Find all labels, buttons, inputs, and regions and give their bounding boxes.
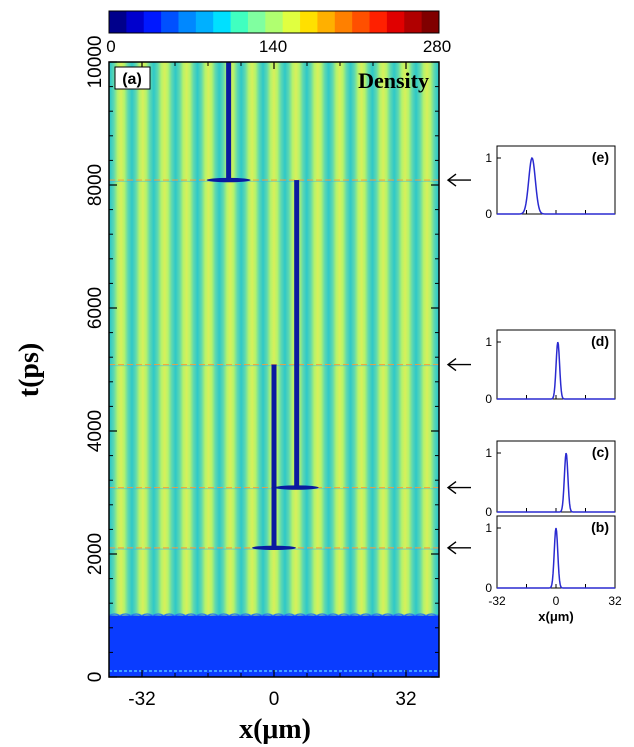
colorbar-swatch [352, 11, 371, 33]
colorbar-swatch [213, 11, 232, 33]
colorbar-max-label: 280 [423, 37, 451, 56]
colorbar-swatch [282, 11, 301, 33]
profile-panel-c: 0 1 (c) [485, 440, 616, 519]
profile-y-tick-label: 1 [485, 335, 492, 349]
colorbar-swatch [300, 11, 318, 33]
y-axis-label: t(ps) [14, 343, 45, 397]
profile-panel-b: 01 (b)-32 0 32x(μm) [485, 515, 622, 624]
initial-band [109, 615, 439, 677]
colorbar-swatch [178, 11, 197, 33]
soliton-track [294, 180, 300, 488]
x-tick-label: 32 [395, 689, 416, 710]
colorbar-frame [108, 10, 440, 34]
event-arrow-head [446, 481, 457, 495]
main-axis-ticks: -32 0 32 0 2000 4000 6000 8000 10000 [85, 36, 440, 710]
soliton-launch-mark [206, 177, 251, 183]
profile-panel-label: (b) [591, 519, 609, 535]
heatmap-title: Density [358, 68, 429, 93]
profile-y-tick-label: 1 [485, 521, 492, 535]
profile-y-tick-label: 0 [485, 392, 492, 406]
profile-x-tick-label: 0 [553, 594, 560, 608]
panel-a-box [114, 66, 151, 90]
band-edge [109, 613, 439, 617]
profile-x-tick-label: 32 [608, 594, 622, 608]
profile-panel-d: 0 1 (d) [485, 329, 616, 406]
profile-x-axis-label: x(μm) [538, 609, 573, 624]
colorbar-swatch [109, 11, 127, 33]
y-tick-label: 4000 [85, 410, 106, 452]
profile-panel-label: (e) [592, 149, 609, 165]
soliton-track [226, 62, 232, 181]
colorbar-swatch [195, 11, 214, 33]
colorbar-swatch [247, 11, 266, 33]
event-arrows [446, 173, 471, 555]
colorbar [108, 10, 440, 34]
colorbar-swatch [143, 11, 162, 33]
profile-panel-e: 0 1 (e) [485, 145, 616, 221]
profile-panel-label: (d) [591, 333, 609, 349]
colorbar-swatch [230, 11, 249, 33]
colorbar-min-label: 0 [106, 37, 115, 56]
profile-curve [497, 341, 615, 400]
profile-y-tick-label: 0 [485, 581, 492, 595]
soliton-launch-mark [252, 545, 296, 551]
y-tick-label: 0 [85, 672, 106, 683]
x-tick-label: 0 [269, 689, 280, 710]
x-axis-label: x(μm) [239, 714, 311, 745]
event-arrow-head [446, 173, 457, 187]
profile-y-tick-label: 0 [485, 207, 492, 221]
colorbar-swatch [317, 11, 336, 33]
panel-a-label: (a) [122, 71, 142, 88]
x-tick-label: -32 [128, 689, 155, 710]
y-tick-label: 10000 [85, 36, 106, 89]
profile-y-tick-label: 0 [485, 505, 492, 519]
profile-curve [497, 452, 615, 513]
profile-panel-frame [496, 440, 616, 513]
density-heatmap [109, 62, 439, 677]
profile-curve [497, 157, 615, 215]
profile-y-tick-label: 1 [485, 446, 492, 460]
colorbar-swatch [126, 11, 145, 33]
y-tick-label: 6000 [85, 287, 106, 329]
colorbar-mid-label: 140 [259, 37, 287, 56]
soliton-track [271, 364, 277, 548]
event-arrow-head [446, 541, 457, 555]
colorbar-swatch [404, 11, 423, 33]
profile-panel-frame [496, 145, 616, 215]
profile-panels: 01 (e)01 (d)01 (c)01 (b)-32 0 32x(μm) [485, 145, 622, 624]
colorbar-swatch [265, 11, 284, 33]
profile-x-tick-label: -32 [488, 594, 506, 608]
soliton-launch-mark [274, 485, 319, 490]
colorbar-swatch [386, 11, 405, 33]
y-tick-label: 8000 [85, 164, 106, 206]
profile-panel-label: (c) [592, 444, 609, 460]
colorbar-swatch [369, 11, 388, 33]
colorbar-swatch [421, 11, 440, 33]
y-tick-label: 2000 [85, 533, 106, 575]
colorbar-swatch [334, 11, 353, 33]
event-arrow-head [446, 358, 457, 372]
colorbar-swatch [161, 11, 179, 33]
profile-curve [497, 527, 615, 589]
profile-y-tick-label: 1 [485, 151, 492, 165]
